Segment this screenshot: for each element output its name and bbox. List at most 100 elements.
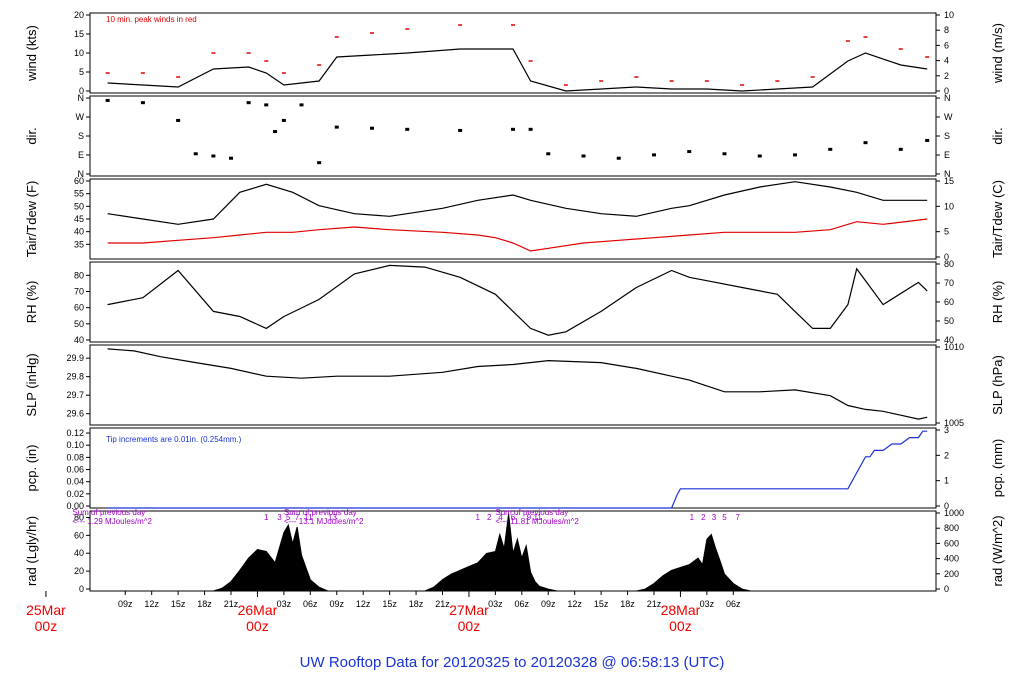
pcp-series-pcp [107, 430, 928, 509]
rh-ytick-label-3: 70 [74, 286, 84, 296]
rad-hour-mark-7: 2 [487, 513, 492, 522]
x-tick-label-1: 12z [144, 599, 159, 609]
temp-ytick-right-label-2: 10 [944, 201, 954, 211]
rad-hour-mark-9: 6 [511, 513, 516, 522]
x-tick-label-14: 09z [541, 599, 556, 609]
dir-point-2 [176, 118, 181, 122]
dir-point-6 [246, 101, 251, 105]
wind-ytick-label-3: 15 [74, 29, 84, 39]
rad-ytick-label-3: 60 [74, 530, 84, 540]
x-tick-label-6: 06z [303, 599, 318, 609]
rad-hour-mark-4: 11 [304, 513, 313, 522]
temp-series-Tdew [107, 218, 928, 252]
x-tick-label-0: 09z [118, 599, 133, 609]
rh-ytick-right-label-2: 60 [944, 297, 954, 307]
wind-ytick-label-1: 5 [79, 67, 84, 77]
date-time-0: 00z [35, 618, 58, 634]
slp-ytick-right-label-0: 1005 [944, 418, 964, 428]
slp-ytick-label-3: 29.9 [66, 353, 84, 363]
rh-ytick-label-4: 80 [74, 270, 84, 280]
temp-ytick-right-label-1: 5 [944, 227, 949, 237]
dir-point-14 [405, 127, 410, 131]
dir-point-3 [193, 152, 198, 156]
temp-ytick-label-1: 40 [74, 227, 84, 237]
rad-hour-mark-12: 1 [690, 513, 695, 522]
slp-ytick-right-label-1: 1010 [944, 342, 964, 352]
dir-point-28 [898, 147, 903, 151]
dir-ytick-label-2: S [78, 131, 84, 141]
rad-hour-mark-1: 3 [277, 513, 282, 522]
rad-annotation-4: Sum of previous day [495, 508, 568, 517]
dir-ytick-label-0: N [78, 169, 85, 179]
slp-ytick-label-1: 29.7 [66, 390, 84, 400]
date-label-0: 25Mar [26, 602, 66, 618]
rh-ytick-label-0: 40 [74, 335, 84, 345]
dir-point-16 [511, 127, 515, 131]
dir-point-0 [105, 98, 110, 102]
rh-panel-frame [89, 261, 937, 343]
temp-ytick-right-label-3: 15 [944, 176, 954, 186]
x-tick-label-7: 09z [329, 599, 344, 609]
wind-ytick-right-label-1: 2 [944, 71, 949, 81]
dir-point-15 [458, 128, 463, 132]
rh-ytick-right-label-1: 50 [944, 316, 954, 326]
dir-point-19 [581, 154, 586, 158]
temp-ytick-label-4: 55 [74, 189, 84, 199]
date-label-3: 28Mar [661, 602, 701, 618]
dir-point-25 [793, 153, 797, 157]
rh-ylabel-right: RH (%) [990, 281, 1005, 324]
x-tick-label-5: 03z [277, 599, 292, 609]
wind-ytick-label-4: 20 [74, 10, 84, 20]
dir-point-11 [317, 161, 322, 165]
wind-ytick-label-2: 10 [74, 48, 84, 58]
dir-point-27 [863, 141, 868, 145]
rad-ylabel-right: rad (W/m^2) [990, 515, 1005, 586]
rad-ytick-label-4: 80 [74, 512, 84, 522]
x-tick-label-18: 21z [647, 599, 662, 609]
x-tick-label-11: 21z [435, 599, 450, 609]
dir-ytick-right-label-3: W [944, 112, 953, 122]
wind-annotation: 10 min. peak winds in red [106, 15, 197, 24]
rad-hour-mark-10: 9 [527, 513, 532, 522]
slp-series-SLP [107, 348, 928, 420]
rad-area-rad [213, 513, 752, 592]
dir-point-1 [140, 101, 145, 105]
dir-point-5 [229, 156, 233, 160]
dir-point-10 [299, 103, 304, 107]
chart-title: UW Rooftop Data for 20120325 to 20120328… [300, 654, 725, 671]
pcp-ytick-right-label-3: 3 [944, 425, 949, 435]
rad-ylabel: rad (Lgly/hr) [24, 516, 39, 586]
dir-point-18 [546, 152, 551, 156]
temp-ytick-label-3: 50 [74, 201, 84, 211]
slp-ytick-label-2: 29.8 [66, 372, 84, 382]
rad-annotation-1: <--- 1.29 MJoules/m^2 [72, 517, 152, 526]
rad-annotation-2: Sum of previous day [284, 508, 357, 517]
pcp-ytick-label-3: 0.06 [66, 465, 84, 475]
date-time-1: 00z [246, 618, 269, 634]
slp-ylabel-right: SLP (hPa) [990, 355, 1005, 415]
rad-ytick-right-label-3: 600 [944, 538, 959, 548]
wind-ylabel: wind (kts) [24, 25, 39, 82]
dir-point-12 [334, 125, 339, 129]
wind-series-wind [107, 48, 928, 92]
x-tick-label-13: 06z [515, 599, 530, 609]
dir-point-24 [757, 154, 762, 158]
rad-ytick-right-label-4: 800 [944, 523, 959, 533]
pcp-ytick-label-5: 0.10 [66, 440, 84, 450]
dir-ytick-label-1: E [78, 150, 84, 160]
dir-ytick-label-4: N [78, 93, 85, 103]
dir-point-22 [687, 150, 692, 154]
rh-ytick-right-label-3: 70 [944, 278, 954, 288]
dir-point-17 [528, 127, 533, 131]
rad-hour-mark-3: 7 [295, 513, 300, 522]
dir-point-13 [370, 126, 374, 130]
rad-hour-mark-8: 4 [498, 513, 503, 522]
rad-ytick-right-label-5: 1000 [944, 508, 964, 518]
wind-ytick-right-label-5: 10 [944, 10, 954, 20]
dir-ytick-right-label-2: S [944, 131, 950, 141]
pcp-ylabel-right: pcp. (mm) [990, 439, 1005, 498]
x-tick-label-4: 21z [224, 599, 239, 609]
rad-hour-mark-13: 2 [701, 513, 706, 522]
x-tick-label-2: 15z [171, 599, 186, 609]
